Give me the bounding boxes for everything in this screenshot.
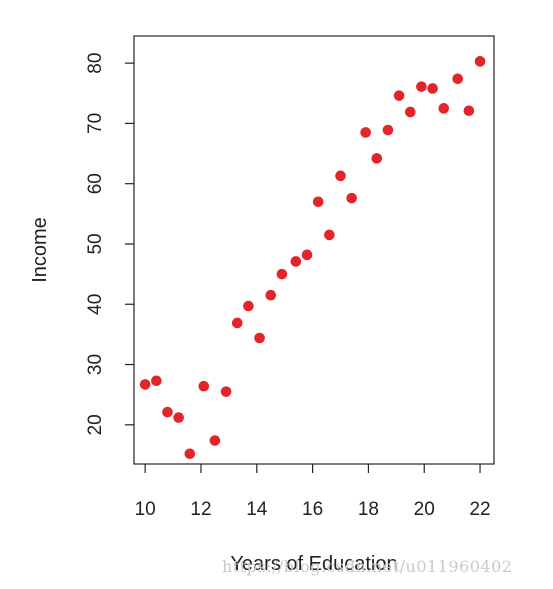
data-point bbox=[452, 73, 464, 85]
data-point bbox=[324, 229, 335, 241]
data-point bbox=[265, 289, 277, 301]
x-tick-label: 12 bbox=[190, 499, 211, 520]
x-tick-label: 18 bbox=[358, 499, 379, 520]
y-tick-label: 20 bbox=[85, 414, 106, 435]
data-point bbox=[312, 196, 324, 208]
y-tick-label: 60 bbox=[85, 173, 106, 194]
data-point bbox=[209, 435, 221, 446]
data-point bbox=[382, 124, 394, 136]
x-tick-label: 10 bbox=[135, 499, 156, 520]
y-tick-label: 40 bbox=[85, 294, 106, 315]
y-tick-label: 50 bbox=[85, 233, 106, 254]
data-point bbox=[139, 379, 151, 390]
data-point bbox=[162, 406, 173, 418]
data-point bbox=[276, 268, 288, 280]
y-tick-label: 80 bbox=[85, 53, 106, 74]
data-points bbox=[139, 56, 486, 460]
data-point bbox=[404, 106, 416, 118]
y-tick-label: 70 bbox=[85, 113, 106, 134]
watermark-text: https://blog.csdn.net/u011960402 bbox=[222, 557, 513, 576]
plot-frame bbox=[133, 35, 495, 465]
data-point bbox=[438, 103, 450, 114]
x-axis-title: Years of Education bbox=[230, 553, 397, 575]
x-tick-label: 16 bbox=[302, 499, 323, 520]
data-point bbox=[220, 386, 232, 397]
data-point bbox=[290, 256, 302, 267]
data-point bbox=[393, 90, 405, 101]
data-point bbox=[173, 412, 184, 423]
y-axis: 20 30 40 50 60 70 80 bbox=[85, 53, 134, 435]
data-point bbox=[184, 448, 196, 460]
data-point bbox=[427, 83, 438, 94]
data-point bbox=[360, 127, 371, 138]
data-point bbox=[243, 300, 254, 312]
data-point bbox=[371, 153, 383, 164]
x-axis: 10 12 14 16 18 20 22 bbox=[135, 464, 491, 520]
data-point bbox=[474, 56, 486, 67]
data-point bbox=[346, 192, 357, 204]
y-axis-title: Income bbox=[29, 217, 51, 283]
data-point bbox=[151, 375, 162, 387]
x-tick-label: 22 bbox=[469, 499, 490, 520]
x-tick-label: 14 bbox=[246, 499, 268, 520]
y-tick-label: 30 bbox=[85, 354, 106, 375]
data-point bbox=[254, 332, 265, 344]
data-point bbox=[416, 81, 427, 92]
data-point bbox=[231, 317, 243, 329]
data-point bbox=[335, 170, 346, 182]
data-point bbox=[463, 105, 475, 117]
x-tick-label: 20 bbox=[414, 499, 435, 520]
data-point bbox=[301, 249, 313, 261]
data-point bbox=[198, 380, 210, 392]
